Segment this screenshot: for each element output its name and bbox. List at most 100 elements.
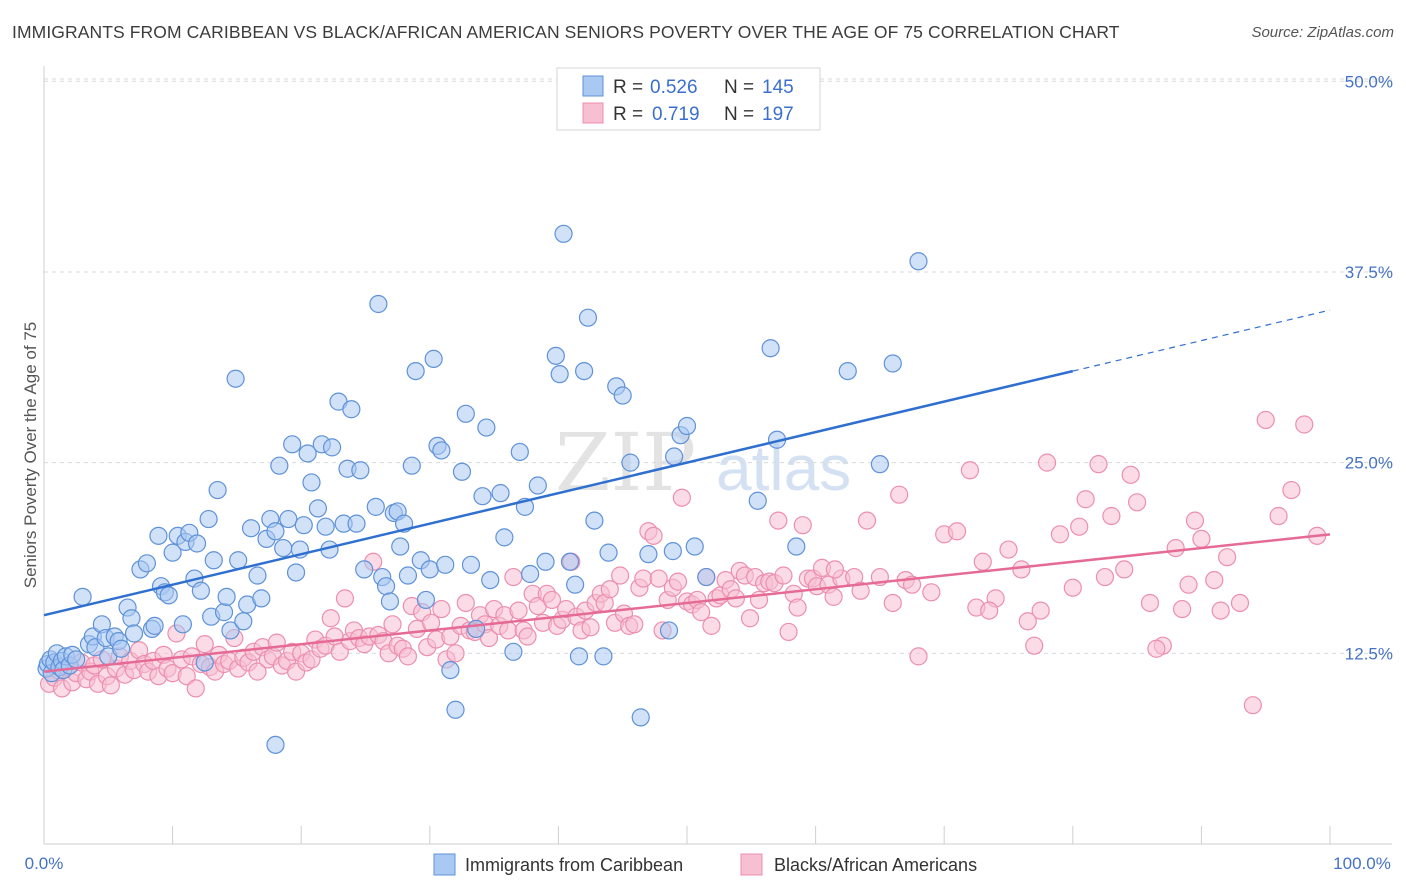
data-point-pink	[857, 511, 877, 530]
data-point-blue	[279, 509, 298, 529]
data-point-pink	[518, 627, 537, 646]
data-point-pink	[1147, 639, 1166, 658]
data-point-pink	[692, 603, 711, 622]
data-point-blue	[481, 570, 500, 590]
data-point-pink	[909, 647, 928, 666]
data-point-blue	[761, 339, 780, 358]
data-point-pink	[883, 593, 902, 613]
data-point-blue	[441, 660, 460, 680]
data-point-pink	[499, 621, 518, 640]
legend-swatch-blue	[582, 75, 604, 97]
data-point-pink	[890, 485, 909, 504]
data-point-pink	[1127, 493, 1147, 512]
data-point-blue	[566, 575, 585, 594]
data-point-blue	[838, 361, 857, 381]
data-point-pink	[1070, 517, 1089, 536]
legend-r-value-blue: 0.526	[650, 77, 698, 98]
data-point-blue	[145, 616, 164, 635]
data-point-pink	[774, 566, 793, 585]
data-point-pink	[1063, 578, 1082, 597]
data-point-pink	[600, 580, 619, 599]
data-point-blue	[578, 308, 598, 327]
data-point-blue	[149, 526, 168, 545]
data-point-blue	[124, 624, 144, 643]
data-point-blue	[229, 551, 248, 570]
data-point-blue	[195, 653, 214, 672]
series-immigrants-from-caribbean	[37, 224, 928, 754]
data-point-blue	[575, 361, 594, 381]
data-point-pink	[398, 647, 418, 666]
data-point-blue	[112, 639, 131, 658]
data-point-blue	[234, 612, 253, 631]
data-point-blue	[342, 400, 361, 419]
data-point-blue	[187, 534, 207, 553]
data-point-pink	[824, 587, 843, 606]
data-point-pink	[649, 569, 668, 588]
data-point-blue	[883, 354, 902, 373]
series-blacks-african-americans	[40, 410, 1327, 715]
data-point-pink	[1102, 506, 1121, 526]
data-point-pink	[1282, 480, 1301, 500]
data-point-blue	[473, 487, 492, 506]
data-point-blue	[366, 497, 385, 516]
data-point-blue	[380, 592, 400, 611]
data-point-pink	[383, 615, 402, 634]
data-point-blue	[208, 480, 227, 500]
data-point-blue	[456, 404, 475, 423]
data-point-blue	[546, 346, 565, 365]
data-point-pink	[999, 540, 1018, 559]
data-point-blue	[461, 555, 481, 574]
data-point-blue	[663, 542, 682, 561]
data-point-blue	[355, 560, 374, 579]
data-point-pink	[335, 589, 355, 608]
data-point-pink	[456, 593, 475, 613]
data-point-blue	[369, 294, 388, 314]
data-point-blue	[274, 538, 293, 558]
data-point-pink	[922, 583, 941, 602]
data-point-pink	[1076, 490, 1095, 509]
legend-n-value-blue: 145	[762, 77, 794, 98]
data-point-pink	[825, 560, 844, 579]
data-point-blue	[909, 252, 928, 271]
legend-r-label-pink: R =	[613, 104, 643, 125]
legend-swatch-pink	[582, 102, 604, 124]
data-point-blue	[613, 386, 632, 405]
data-point-pink	[1243, 696, 1262, 715]
data-point-blue	[452, 462, 472, 481]
data-point-blue	[398, 566, 418, 585]
data-point-blue	[283, 435, 302, 454]
source-label: Source: ZipAtlas.com	[1251, 24, 1394, 41]
data-point-pink	[542, 590, 562, 610]
y-tick-labels: 12.5% 25.0% 37.5% 50.0%	[1345, 72, 1393, 663]
data-point-pink	[1031, 601, 1050, 620]
y-tick-label: 37.5%	[1345, 263, 1393, 282]
data-point-blue	[585, 511, 604, 530]
data-point-pink	[432, 599, 451, 619]
data-point-blue	[308, 499, 328, 518]
data-point-blue	[639, 545, 658, 564]
data-point-blue	[351, 461, 370, 480]
data-point-pink	[1012, 560, 1031, 579]
data-point-blue	[495, 528, 514, 547]
y-axis-label: Seniors Poverty Over the Age of 75	[21, 322, 40, 588]
data-point-blue	[217, 587, 236, 606]
data-point-blue	[621, 453, 640, 472]
data-point-pink	[973, 552, 992, 571]
x-tick-label-max: 100.0%	[1333, 854, 1391, 873]
data-point-blue	[241, 519, 261, 538]
data-point-blue	[402, 456, 421, 475]
data-point-blue	[870, 455, 890, 474]
data-point-pink	[611, 566, 630, 585]
data-point-blue	[536, 552, 555, 571]
data-point-pink	[779, 622, 798, 642]
data-point-blue	[424, 349, 443, 368]
data-point-pink	[980, 601, 999, 620]
data-point-blue	[122, 609, 141, 628]
data-point-blue	[550, 365, 569, 384]
bottom-legend-label-blue: Immigrants from Caribbean	[465, 855, 683, 875]
data-point-blue	[569, 647, 589, 666]
data-point-blue	[221, 621, 240, 640]
data-point-pink	[581, 618, 600, 637]
data-point-blue	[787, 537, 806, 556]
data-point-blue	[248, 566, 267, 585]
